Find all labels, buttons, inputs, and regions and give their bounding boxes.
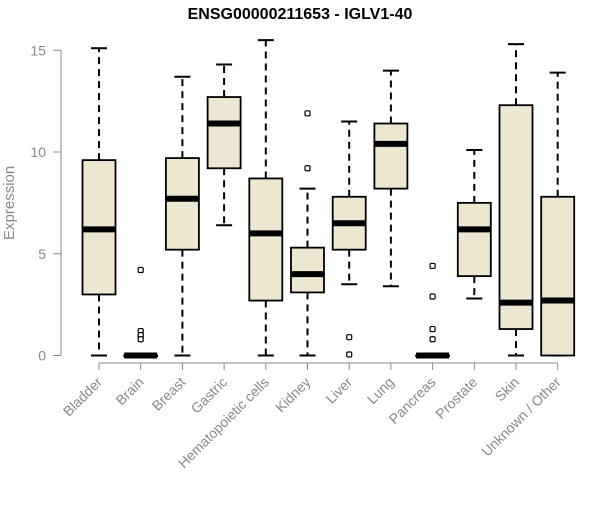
- x-tick-label: Prostate: [432, 374, 480, 422]
- box: [248, 177, 284, 302]
- x-tick-label: Liver: [323, 374, 356, 407]
- box: [456, 201, 492, 278]
- outlier-point: [137, 266, 144, 274]
- outlier-point: [429, 336, 436, 343]
- box: [373, 122, 409, 190]
- box: [164, 157, 200, 251]
- y-tick-label: 5: [38, 246, 46, 262]
- x-tick-label: Skin: [492, 374, 523, 405]
- box: [290, 246, 325, 294]
- outlier-point: [137, 336, 144, 343]
- box: [540, 195, 576, 357]
- x-tick-label: Brain: [112, 374, 146, 408]
- outlier-point: [304, 165, 311, 172]
- y-tick-label: 0: [38, 348, 46, 364]
- outlier-point: [429, 262, 436, 270]
- chart-title: ENSG00000211653 - IGLV1-40: [187, 6, 413, 23]
- outlier-point: [346, 334, 353, 341]
- y-tick-label: 15: [30, 42, 46, 58]
- outlier-point: [429, 293, 436, 300]
- box: [206, 96, 242, 170]
- x-tick-label: Breast: [149, 374, 189, 414]
- outlier-point: [304, 110, 311, 117]
- outlier-point: [429, 325, 436, 333]
- y-axis-label: Expression: [1, 166, 18, 240]
- x-tick-label: Unknown / Other: [478, 374, 564, 460]
- x-tick-label: Lung: [364, 374, 397, 407]
- box: [498, 104, 534, 330]
- x-tick-label: Kidney: [272, 374, 314, 416]
- y-tick-label: 10: [30, 144, 46, 160]
- outlier-point: [346, 351, 353, 358]
- x-tick-label: Bladder: [60, 374, 106, 420]
